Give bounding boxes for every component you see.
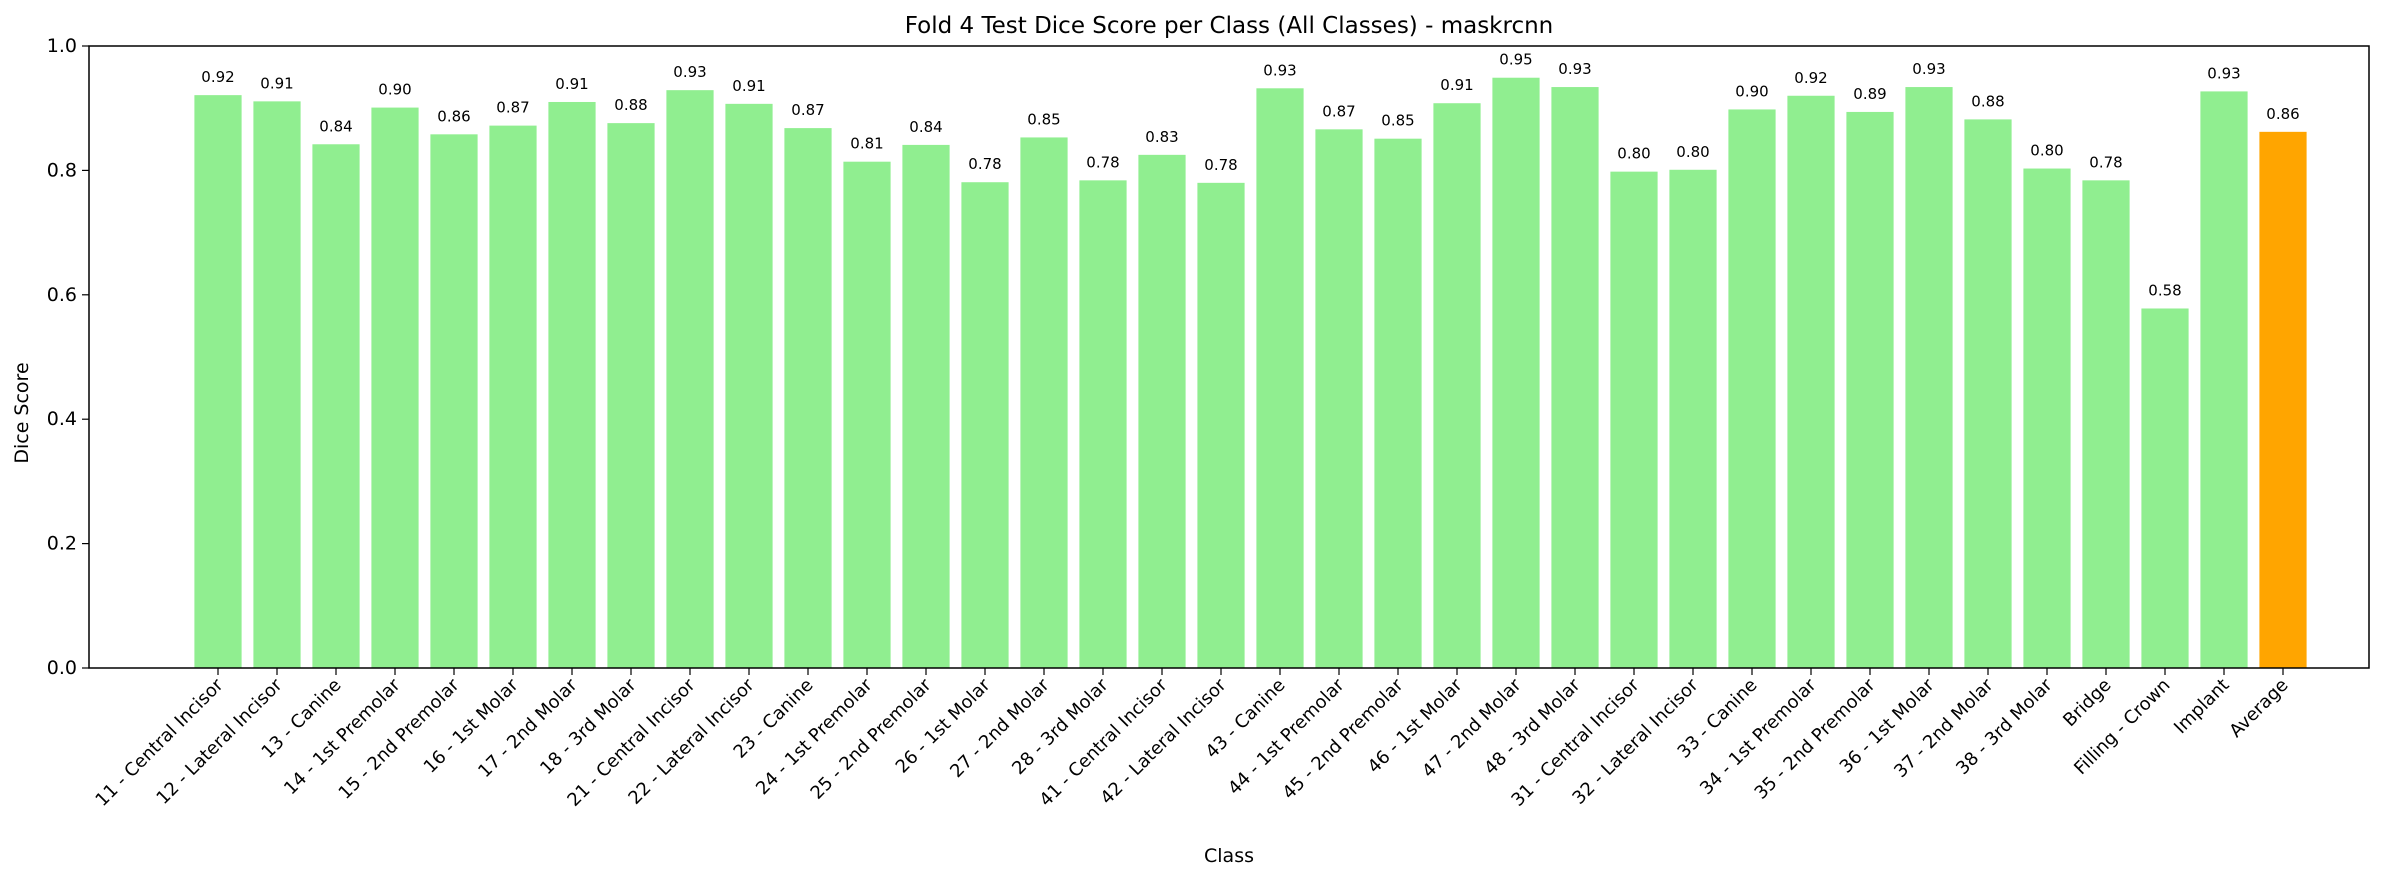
bar-22 (1433, 103, 1481, 668)
bar-35 (2200, 91, 2248, 668)
y-tick-label-5: 0.8 (47, 159, 77, 181)
value-label-33: 0.78 (2089, 153, 2122, 171)
x-tick-label-23: 47 - 2nd Molar (1418, 674, 1526, 782)
bar-30 (1905, 87, 1953, 668)
value-label-1: 0.92 (201, 68, 234, 86)
value-label-22: 0.91 (1440, 76, 1473, 94)
bar-20 (1315, 129, 1363, 668)
bar-12 (843, 161, 891, 668)
value-label-19: 0.93 (1263, 61, 1296, 79)
value-label-31: 0.88 (1971, 92, 2004, 110)
value-label-17: 0.83 (1145, 128, 1178, 146)
value-label-3: 0.84 (319, 117, 352, 135)
bar-14 (961, 182, 1009, 668)
y-tick-label-3: 0.4 (47, 408, 77, 430)
bar-33 (2082, 180, 2130, 669)
value-label-8: 0.88 (614, 96, 647, 114)
y-tick-label-4: 0.6 (47, 284, 77, 306)
bar-29 (1846, 111, 1894, 668)
value-labels-group: 0.92 0.91 0.84 0.90 0.86 0.87 0.91 0.88 0.93 0.91… (201, 51, 2299, 300)
x-tick-label-35: Implant (2170, 675, 2233, 738)
value-label-18: 0.78 (1204, 156, 1237, 174)
value-label-27: 0.90 (1735, 82, 1768, 100)
bar-9 (666, 90, 714, 669)
bar-25 (1610, 171, 1658, 669)
value-label-35: 0.93 (2207, 64, 2240, 82)
bar-27 (1728, 109, 1776, 669)
value-label-36: 0.86 (2266, 105, 2299, 123)
value-label-21: 0.85 (1381, 112, 1414, 130)
value-label-29: 0.89 (1853, 85, 1886, 103)
value-label-28: 0.92 (1794, 69, 1827, 87)
bar-16 (1079, 180, 1127, 669)
bar-3 (312, 144, 360, 668)
x-tick-label-7: 17 - 2nd Molar (474, 674, 582, 782)
bar-13 (902, 144, 950, 668)
bar-7 (548, 101, 596, 669)
value-label-14: 0.78 (968, 155, 1001, 173)
bar-17 (1138, 154, 1186, 669)
bar-19 (1256, 88, 1304, 668)
bars-group (194, 77, 2307, 669)
value-label-24: 0.93 (1558, 60, 1591, 78)
x-tick-label-15: 27 - 2nd Molar (946, 674, 1054, 782)
bar-1 (194, 95, 242, 668)
value-label-10: 0.91 (732, 77, 765, 95)
value-label-2: 0.91 (260, 74, 293, 92)
bar-34 (2141, 308, 2189, 668)
value-label-12: 0.81 (850, 135, 883, 153)
value-label-5: 0.86 (437, 107, 470, 125)
bar-10 (725, 103, 773, 668)
value-label-30: 0.93 (1912, 60, 1945, 78)
bar-31 (1964, 119, 2012, 668)
bar-8 (607, 123, 655, 669)
y-axis-label: Dice Score (11, 362, 33, 463)
x-tick-label-36: Average (2225, 675, 2292, 742)
value-label-11: 0.87 (791, 101, 824, 119)
value-label-15: 0.85 (1027, 110, 1060, 128)
bar-21 (1374, 138, 1422, 669)
bar-32 (2023, 168, 2071, 668)
y-tick-label-6: 1.0 (47, 35, 77, 57)
value-label-6: 0.87 (496, 99, 529, 117)
plot-frame (88, 45, 2370, 669)
value-label-34: 0.58 (2148, 281, 2181, 299)
value-label-25: 0.80 (1617, 145, 1650, 163)
y-tick-label-1: 0.0 (47, 657, 77, 679)
value-label-4: 0.90 (378, 81, 411, 99)
bar-6 (489, 125, 537, 669)
chart-title: Fold 4 Test Dice Score per Class (All Cl… (905, 13, 1554, 39)
value-label-9: 0.93 (673, 63, 706, 81)
bar-2 (253, 101, 301, 668)
bar-26 (1669, 169, 1717, 668)
value-label-23: 0.95 (1499, 51, 1532, 69)
bar-5 (430, 134, 478, 669)
y-tick-label-2: 0.2 (47, 533, 77, 555)
bar-28 (1787, 95, 1835, 668)
value-label-16: 0.78 (1086, 153, 1119, 171)
bar-15 (1020, 137, 1068, 668)
value-label-32: 0.80 (2030, 142, 2063, 160)
x-tick-label-33: Bridge (2059, 675, 2115, 731)
value-label-7: 0.91 (555, 75, 588, 93)
y-axis-ticks: 0.0 0.2 0.4 0.6 0.8 1.0 (47, 35, 89, 679)
bar-11 (784, 128, 832, 668)
x-tick-label-31: 37 - 2nd Molar (1890, 674, 1998, 782)
bar-23 (1492, 77, 1540, 669)
value-label-20: 0.87 (1322, 102, 1355, 120)
bar-4 (371, 107, 419, 668)
bar-24 (1551, 87, 1599, 668)
bar-36 (2259, 131, 2307, 668)
value-label-26: 0.80 (1676, 143, 1709, 161)
value-label-13: 0.84 (909, 118, 942, 136)
x-axis-label: Class (1204, 845, 1254, 867)
bar-18 (1197, 182, 1245, 668)
